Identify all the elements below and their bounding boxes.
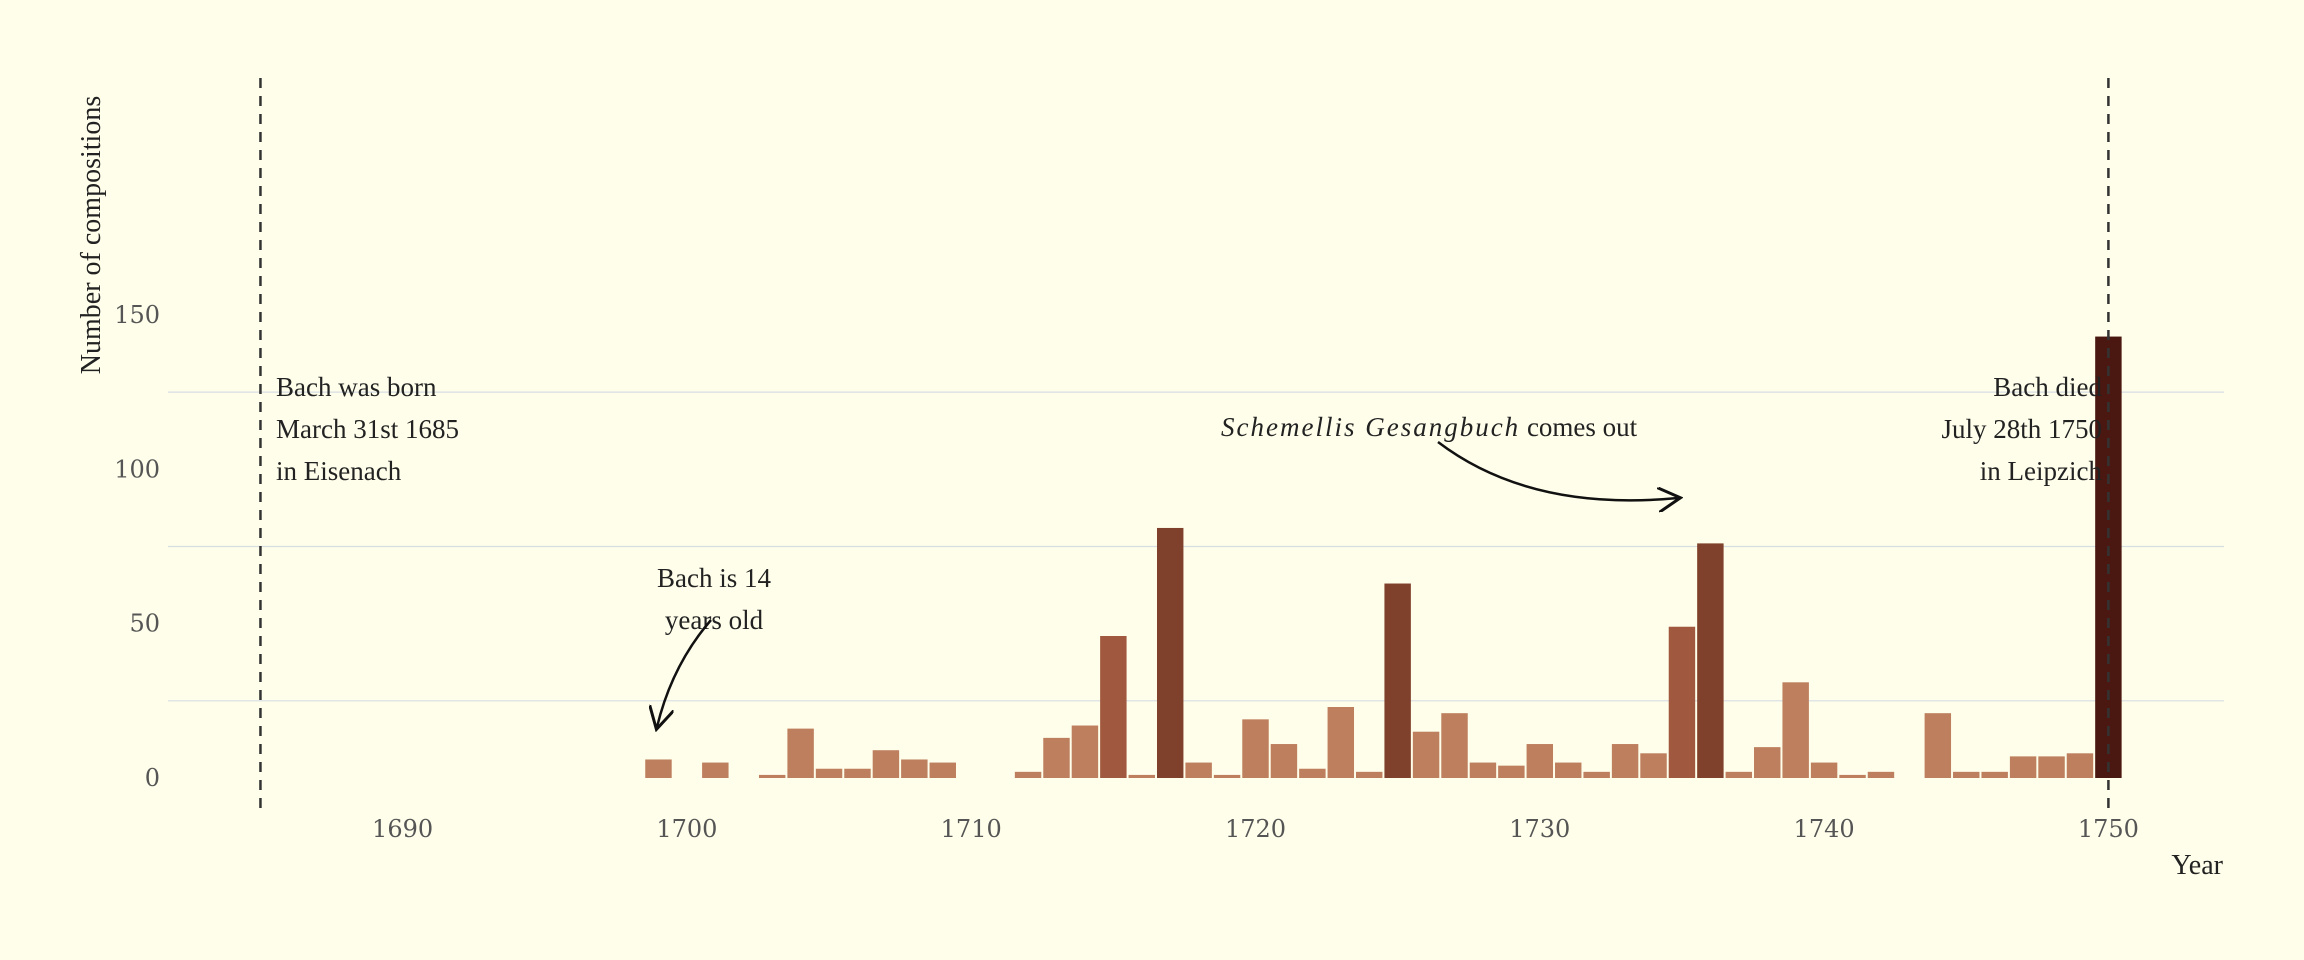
bar [844, 768, 871, 778]
bar [1213, 774, 1241, 778]
annotation-born-line: March 31st 1685 [276, 414, 459, 444]
annotation-schemelli-title: Schemellis Gesangbuch [1221, 412, 1520, 442]
y-tick-label: 50 [129, 610, 160, 638]
bar [929, 762, 956, 778]
bar [1128, 774, 1155, 778]
bar [2038, 756, 2065, 778]
x-tick-label: 1750 [2078, 815, 2139, 843]
bar [1754, 747, 1781, 778]
bar [1839, 774, 1866, 778]
annotation-age-arrow [657, 619, 712, 727]
bar [1384, 583, 1411, 778]
bar [1043, 737, 1070, 778]
x-tick-label: 1710 [941, 815, 1002, 843]
bar [2009, 756, 2037, 778]
bar [1270, 744, 1298, 778]
x-tick-label: 1720 [1225, 815, 1286, 843]
annotation-schemelli-text: Schemellis Gesangbuch comes out [1221, 412, 1638, 442]
bar [1810, 762, 1838, 778]
x-tick-label: 1690 [372, 815, 433, 843]
bar [1555, 762, 1582, 778]
annotation-died: Bach died July 28th 1750 in Leipzich [1941, 372, 2102, 486]
x-axis-ticks: 1690 1700 1710 1720 1730 1740 1750 [372, 815, 2139, 843]
bar [702, 762, 729, 778]
bar [1156, 527, 1184, 778]
annotation-schemelli-rest: comes out [1520, 412, 1637, 442]
bar [1185, 762, 1212, 778]
bar [1100, 635, 1127, 778]
annotation-died-line: July 28th 1750 [1941, 414, 2102, 444]
annotation-age-line: years old [665, 605, 764, 635]
bar [1071, 725, 1099, 778]
bar [1782, 682, 1809, 778]
bar [1412, 731, 1440, 778]
bar [1583, 771, 1610, 778]
bar [872, 750, 900, 778]
bar [1981, 771, 2008, 778]
bar [1242, 719, 1269, 778]
bar [1611, 744, 1639, 778]
gridlines [168, 391, 2224, 702]
annotation-born-line: in Eisenach [276, 456, 402, 486]
annotation-age-line: Bach is 14 [657, 563, 771, 593]
bar [1327, 706, 1355, 778]
annotation-died-line: in Leipzich [1980, 456, 2103, 486]
bar [1498, 765, 1525, 778]
x-tick-label: 1700 [656, 815, 717, 843]
annotation-schemelli-arrow [1437, 441, 1678, 500]
bar [1356, 771, 1383, 778]
bar [1924, 713, 1952, 778]
bar [901, 759, 928, 778]
annotation-schemelli: Schemellis Gesangbuch comes out [1221, 412, 1678, 500]
x-tick-label: 1740 [1794, 815, 1855, 843]
event-lines [259, 78, 2110, 808]
bar [1697, 543, 1724, 778]
annotation-born: Bach was born March 31st 1685 in Eisenac… [276, 372, 459, 486]
bar [1469, 762, 1497, 778]
x-axis-title: Year [2171, 850, 2223, 881]
bar [1299, 768, 1326, 778]
bar [645, 759, 672, 778]
bar [787, 728, 814, 778]
bar [1953, 771, 1980, 778]
bar [1640, 753, 1667, 778]
bar [1526, 744, 1554, 778]
y-tick-label: 0 [145, 764, 160, 792]
y-axis-title: Number of compositions [76, 96, 107, 374]
bar [815, 768, 843, 778]
y-tick-label: 150 [114, 301, 160, 329]
bar [758, 774, 786, 778]
annotation-born-line: Bach was born [276, 372, 437, 402]
bar [2066, 753, 2094, 778]
bars [645, 336, 2122, 778]
bar [1867, 771, 1895, 778]
y-tick-label: 100 [114, 455, 160, 483]
bar [1725, 771, 1753, 778]
bar [1668, 626, 1696, 778]
bar [1014, 771, 1042, 778]
annotation-died-line: Bach died [1993, 372, 2102, 402]
bar [1441, 713, 1468, 778]
annotation-age-fourteen: Bach is 14 years old [657, 563, 771, 727]
y-axis-ticks: 0 50 100 150 [114, 301, 160, 792]
x-tick-label: 1730 [1509, 815, 1570, 843]
